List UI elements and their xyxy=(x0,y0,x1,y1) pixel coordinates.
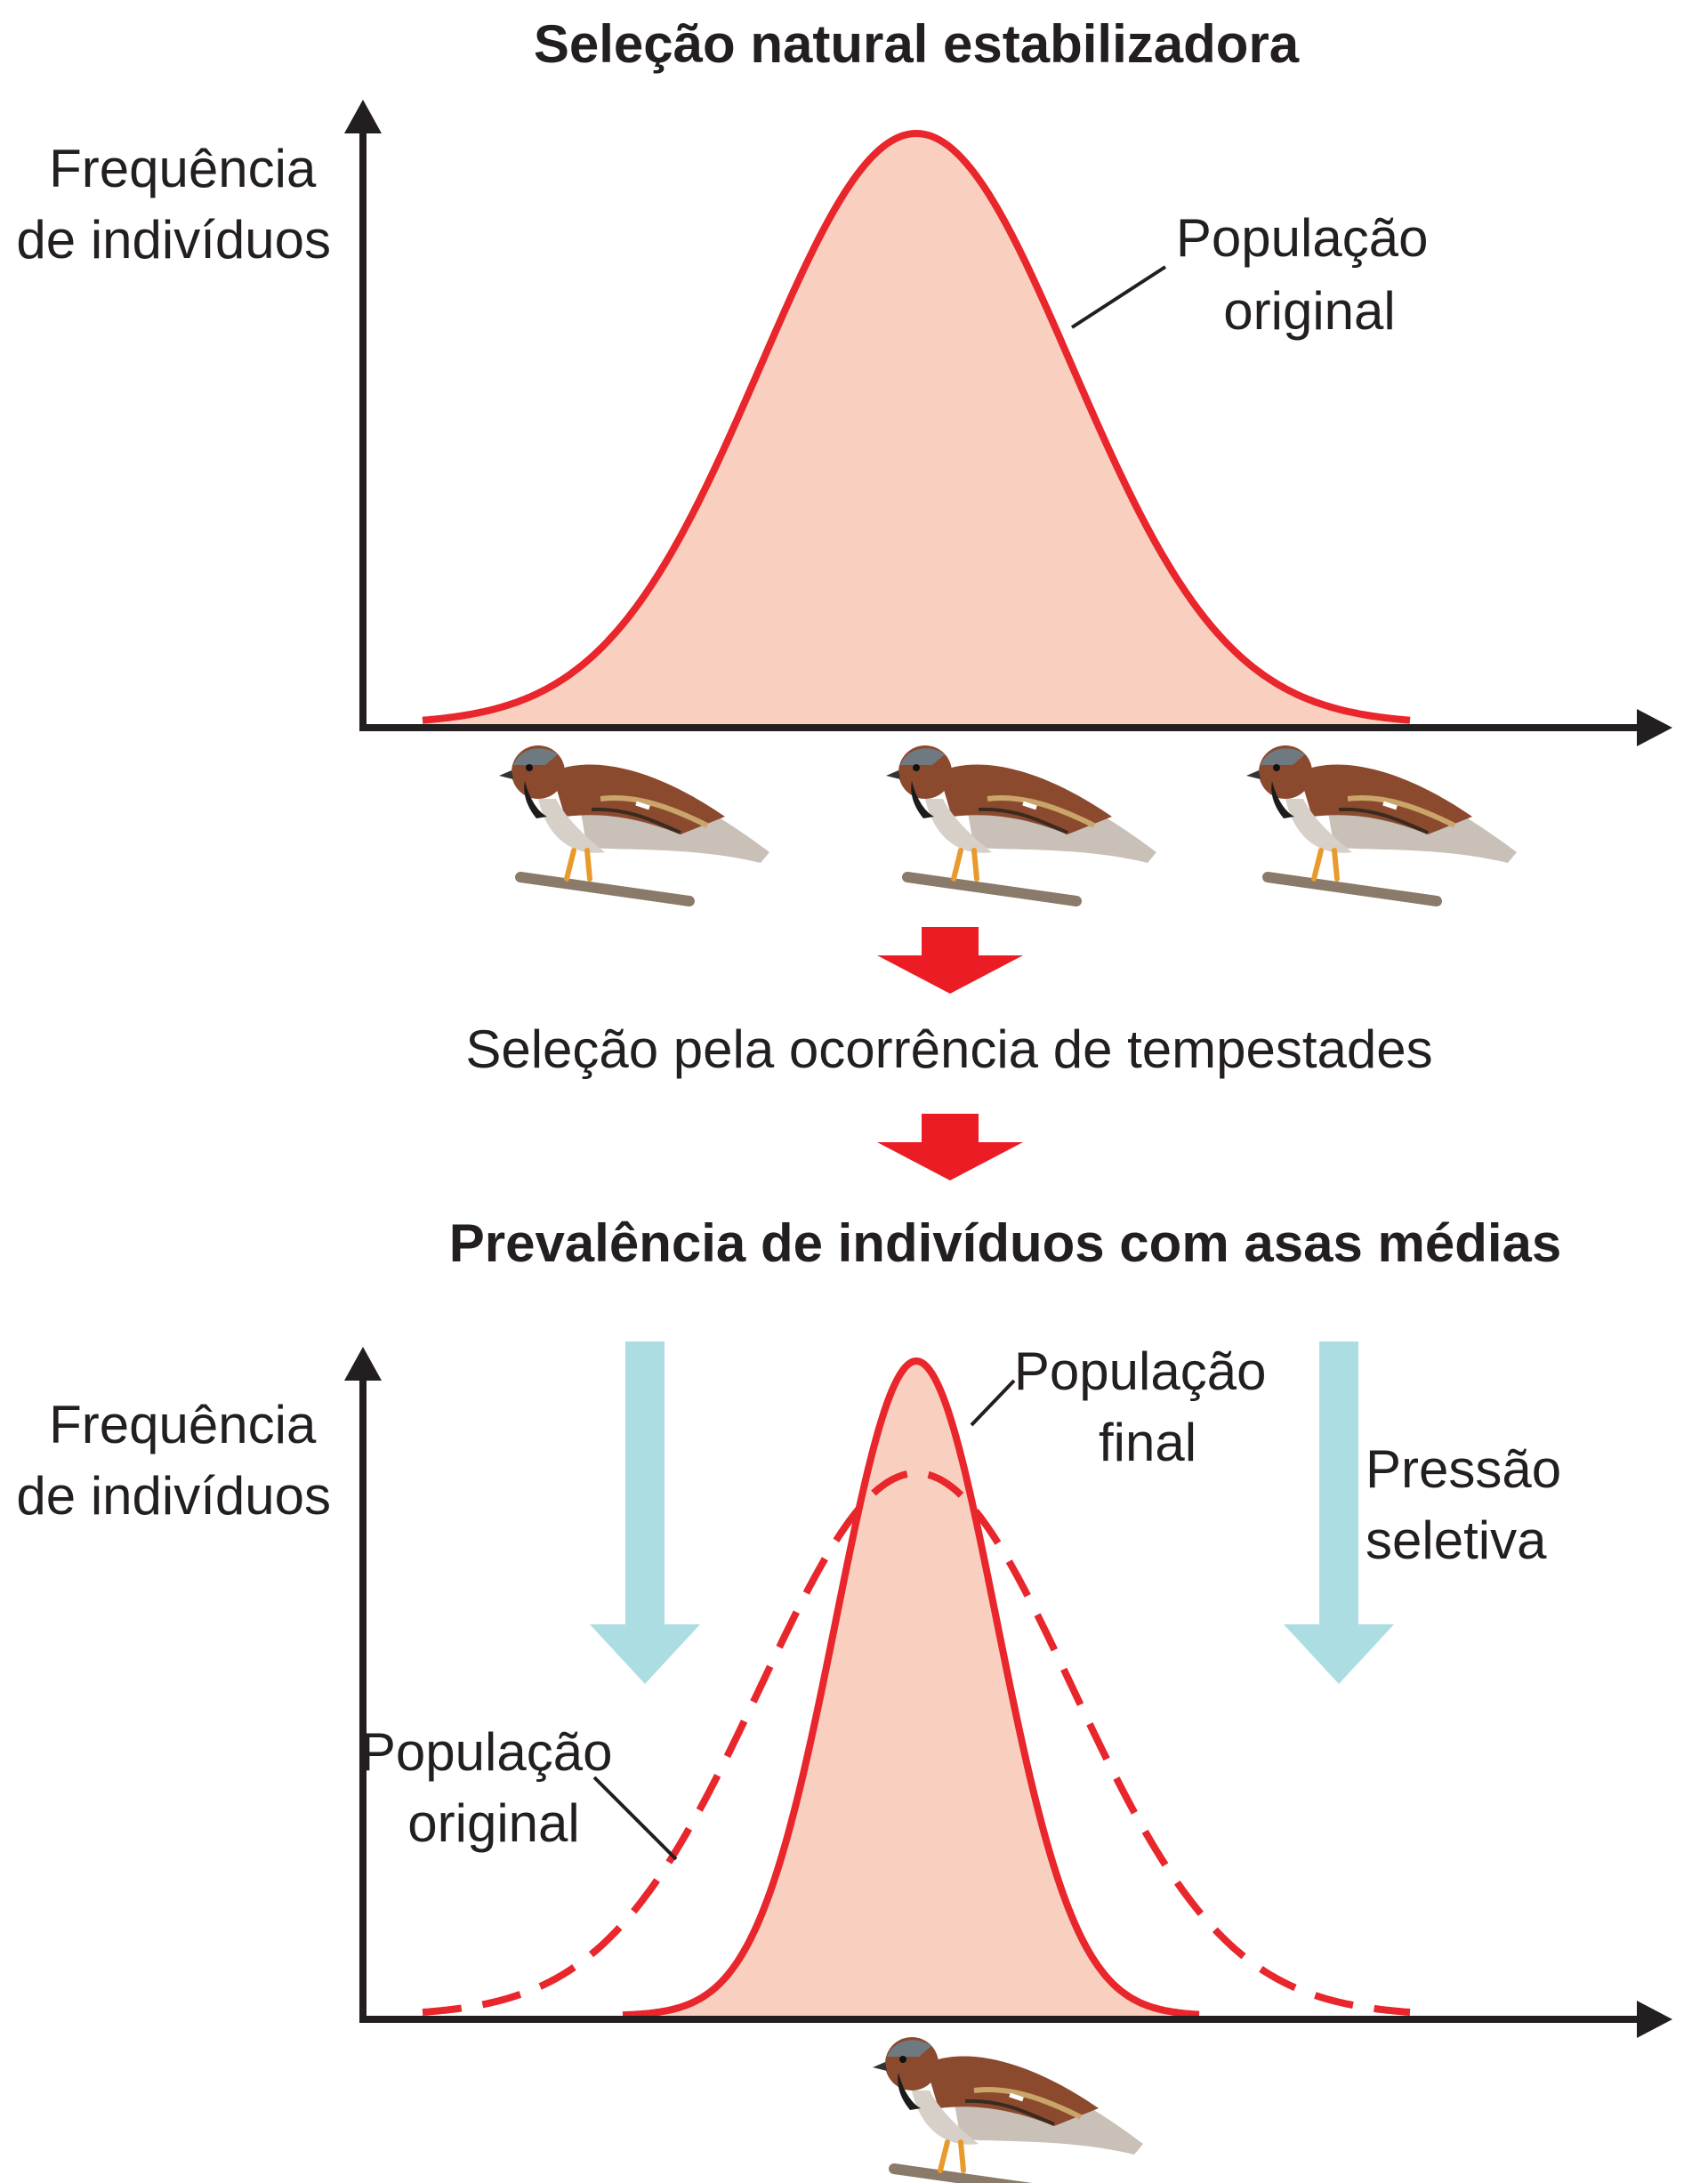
selection-pressure-label: Pressão seletiva xyxy=(1366,1439,1576,1570)
sparrow-icon-long-wings xyxy=(1246,745,1517,901)
top-original-population-curve xyxy=(422,130,1411,724)
process-flow: Seleção pela ocorrência de tempestades P… xyxy=(449,927,1562,1273)
bottom-axes xyxy=(344,1347,1672,2038)
bottom-y-axis-label: Frequência de indivíduos xyxy=(16,1395,331,1526)
top-curve-leader-line xyxy=(1070,265,1167,329)
sparrow-icon-medium-wings xyxy=(886,745,1156,901)
down-arrow-icon-1 xyxy=(877,927,1023,994)
bottom-y-axis-label-line2: de indivíduos xyxy=(16,1466,331,1526)
sparrow-icon-surviving-medium-wings xyxy=(873,2037,1143,2183)
final-curve-leader-line xyxy=(970,1379,1016,1427)
final-population-label-line2: final xyxy=(1099,1413,1196,1472)
selection-pressure-label-line1: Pressão xyxy=(1366,1439,1561,1499)
original-population-label: População original xyxy=(360,1722,627,1853)
top-curve-label: População original xyxy=(1176,208,1443,341)
final-population-label-line1: População xyxy=(1014,1341,1267,1401)
final-population-label: População final xyxy=(1014,1341,1281,1472)
down-arrow-icon-2 xyxy=(877,1114,1023,1180)
final-population-area xyxy=(623,1361,1199,2016)
sparrow-icon-short-wings xyxy=(499,745,769,901)
top-y-axis-label-line1: Frequência xyxy=(49,139,317,198)
top-y-axis-label: Frequência de indivíduos xyxy=(16,139,331,270)
bottom-y-axis-label-line1: Frequência xyxy=(49,1395,317,1454)
final-population-curve xyxy=(622,1357,1200,2019)
top-y-axis-label-line2: de indivíduos xyxy=(16,210,331,270)
top-axes xyxy=(344,100,1672,746)
original-population-label-line1: População xyxy=(360,1722,613,1782)
top-curve-label-line1: População xyxy=(1176,208,1429,268)
result-title: Prevalência de indivíduos com asas média… xyxy=(449,1213,1562,1273)
original-population-label-line2: original xyxy=(407,1793,579,1853)
top-population-area xyxy=(423,133,1410,724)
bottom-panel: Frequência de indivíduos População final… xyxy=(16,1341,1672,2183)
selection-process-label: Seleção pela ocorrência de tempestades xyxy=(465,1019,1432,1079)
selection-pressure-arrow-icon-left xyxy=(590,1341,700,1684)
top-panel: Seleção natural estabilizadora Frequênci… xyxy=(16,14,1672,901)
original-curve-leader-line xyxy=(592,1776,678,1861)
selection-pressure-label-line2: seletiva xyxy=(1366,1510,1547,1570)
top-curve-label-line2: original xyxy=(1223,281,1395,341)
top-panel-title: Seleção natural estabilizadora xyxy=(534,14,1300,74)
